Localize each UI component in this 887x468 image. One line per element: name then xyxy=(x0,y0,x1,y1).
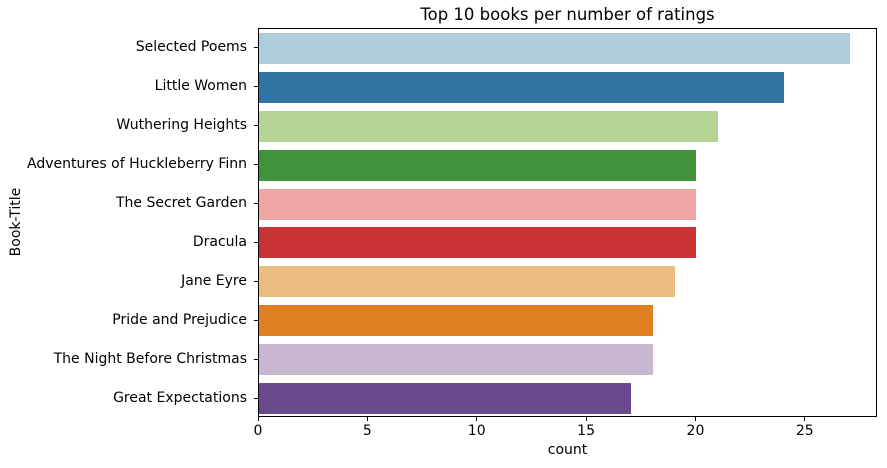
bar xyxy=(259,32,850,64)
y-tick-mark xyxy=(254,86,258,87)
y-tick-mark xyxy=(254,125,258,126)
y-tick-mark xyxy=(254,398,258,399)
y-tick-label: Adventures of Huckleberry Finn xyxy=(27,156,247,173)
x-tick-label: 5 xyxy=(362,423,372,439)
x-tick-label: 0 xyxy=(253,423,263,439)
y-tick-mark xyxy=(254,320,258,321)
y-tick-label: Pride and Prejudice xyxy=(112,311,247,328)
y-tick-label: Selected Poems xyxy=(135,39,247,56)
x-tick-label: 20 xyxy=(686,423,705,439)
x-tick-label: 15 xyxy=(577,423,595,439)
y-tick-label: Dracula xyxy=(192,233,247,250)
y-tick-mark xyxy=(254,359,258,360)
y-tick-label: Jane Eyre xyxy=(181,272,247,289)
x-tick-mark xyxy=(585,417,587,421)
x-tick-mark xyxy=(257,417,259,421)
y-tick-label: The Secret Garden xyxy=(116,195,247,212)
y-tick-mark xyxy=(254,47,258,48)
x-tick-label: 10 xyxy=(467,423,486,439)
bar xyxy=(259,149,697,181)
bar xyxy=(259,266,675,298)
y-tick-mark xyxy=(254,164,258,165)
x-tick-mark xyxy=(476,417,478,421)
y-tick-label: The Night Before Christmas xyxy=(53,350,247,367)
bar xyxy=(259,71,784,103)
y-tick-label: Wuthering Heights xyxy=(116,117,247,134)
y-tick-mark xyxy=(254,242,258,243)
chart-title: Top 10 books per number of ratings xyxy=(420,5,715,24)
x-tick-label: 25 xyxy=(795,423,814,439)
x-axis-label: count xyxy=(547,442,588,458)
bar xyxy=(259,110,719,142)
bar xyxy=(259,305,653,337)
x-tick-mark xyxy=(694,417,696,421)
bar xyxy=(259,188,697,220)
bar xyxy=(259,344,653,376)
bar xyxy=(259,383,631,415)
bar xyxy=(259,227,697,259)
y-tick-label: Little Women xyxy=(154,78,247,95)
plot-area xyxy=(258,28,877,417)
x-tick-mark xyxy=(366,417,368,421)
y-tick-label: Great Expectations xyxy=(113,389,247,406)
y-tick-mark xyxy=(254,281,258,282)
y-tick-mark xyxy=(254,203,258,204)
x-tick-mark xyxy=(804,417,806,421)
